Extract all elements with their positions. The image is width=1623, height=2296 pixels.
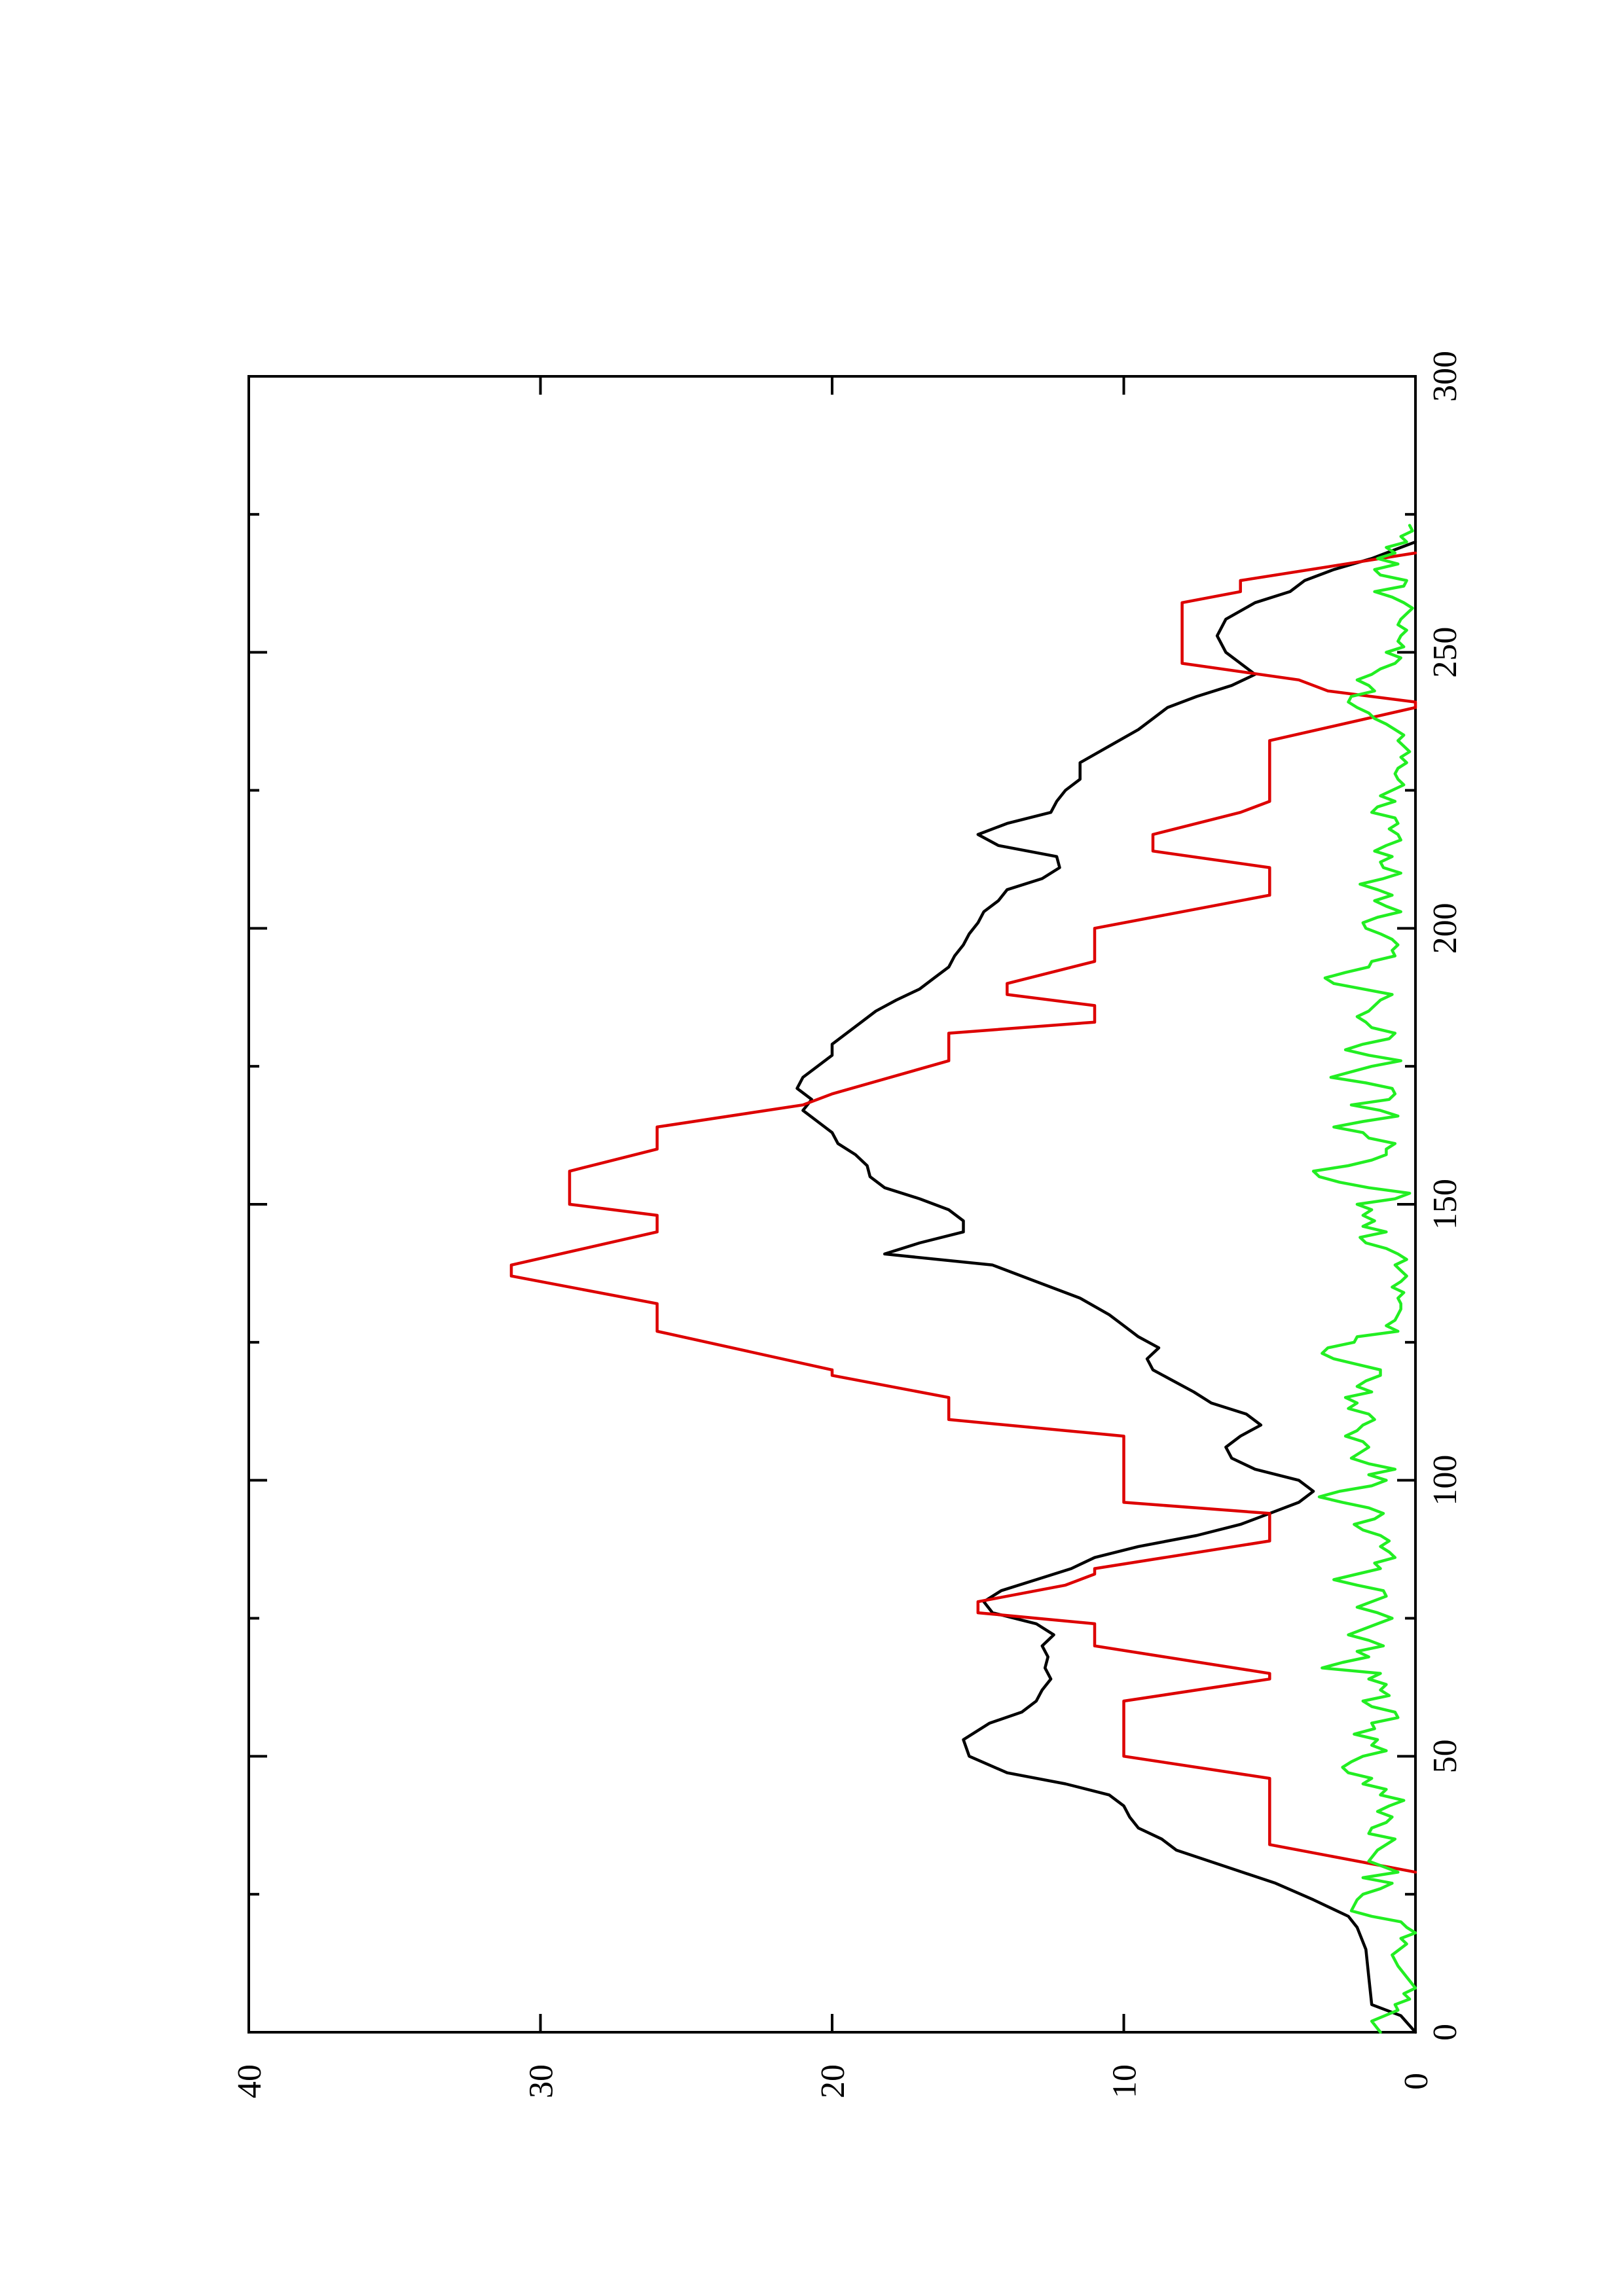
x-tick-label: 200 (1427, 903, 1464, 954)
x-tick-label: 250 (1427, 627, 1464, 678)
y-tick-label: 20 (814, 2064, 852, 2098)
x-axis-ticks: 0 50 100 150 200 250 300 (249, 351, 1464, 2041)
y-tick-label: 0 (1398, 2073, 1435, 2090)
plot-frame (247, 375, 1417, 2034)
x-tick-label: 0 (1427, 2024, 1464, 2041)
series-layer (509, 524, 1417, 2034)
x-tick-label: 300 (1427, 351, 1464, 402)
y-tick-label: 10 (1106, 2064, 1144, 2098)
y-tick-label: 30 (523, 2064, 560, 2098)
x-tick-label: 50 (1427, 1739, 1464, 1773)
series-green-line (1311, 524, 1417, 2034)
series-black-line (795, 540, 1417, 2034)
y-tick-label: 40 (231, 2064, 268, 2098)
y-axis-ticks: 0 10 20 30 40 (231, 376, 1435, 2098)
series-red-line (509, 551, 1417, 1874)
x-tick-label: 150 (1427, 1179, 1464, 1230)
x-tick-label: 100 (1427, 1455, 1464, 1506)
